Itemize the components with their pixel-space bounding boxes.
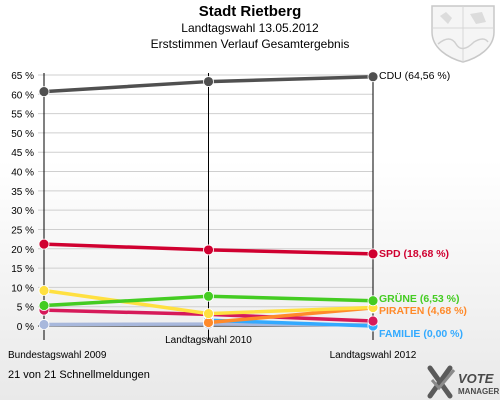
- status-text: 21 von 21 Schnellmeldungen: [8, 369, 150, 381]
- y-tick-label: 35 %: [11, 187, 34, 198]
- data-point: [38, 300, 50, 311]
- x-tick-label: Landtagswahl 2010: [165, 335, 252, 346]
- data-point: [38, 238, 50, 250]
- y-tick-label: 0 %: [17, 322, 34, 333]
- series-end-label: PIRATEN (4,68 %): [379, 305, 467, 317]
- x-tick-label: Bundestagswahl 2009: [8, 350, 107, 361]
- y-tick-label: 15 %: [11, 264, 34, 275]
- y-tick-label: 65 %: [11, 71, 34, 82]
- chart-subtitle-election: Landtagswahl 13.05.2012: [181, 21, 319, 35]
- data-point: [203, 244, 214, 256]
- logo-text-manager: MANAGER: [458, 387, 500, 396]
- vote-manager-logo: [427, 365, 456, 399]
- data-point: [203, 290, 214, 302]
- y-tick-label: 30 %: [11, 206, 34, 217]
- y-tick-label: 50 %: [11, 129, 34, 140]
- series-end-label: CDU (64,56 %): [379, 70, 450, 82]
- y-tick-label: 5 %: [17, 303, 34, 314]
- grid-layer: [38, 74, 373, 327]
- y-tick-label: 55 %: [11, 110, 34, 121]
- y-tick-label: 25 %: [11, 225, 34, 236]
- y-tick-label: 45 %: [11, 148, 34, 159]
- data-point: [38, 319, 50, 330]
- data-point: [38, 86, 50, 98]
- series-layer: [38, 71, 379, 332]
- coat-of-arms-icon: [431, 5, 495, 63]
- chart-title: Stadt Rietberg: [199, 3, 302, 20]
- series-end-label: FAMILIE (0,00 %): [379, 328, 463, 340]
- data-point: [203, 308, 214, 320]
- chart-subtitle-description: Erststimmen Verlauf Gesamtergebnis: [151, 37, 350, 51]
- y-tick-label: 60 %: [11, 90, 34, 101]
- data-point: [367, 71, 379, 83]
- y-tick-label: 20 %: [11, 245, 34, 256]
- data-point: [367, 315, 379, 327]
- series-end-label: GRÜNE (6,53 %): [379, 292, 460, 305]
- data-point: [367, 248, 379, 260]
- data-point: [367, 295, 379, 307]
- logo-text-vote: VOTE: [458, 371, 494, 386]
- series-label-layer: CDU (64,56 %) SPD (18,68 %) GRÜNE (6,53 %)…: [379, 70, 467, 340]
- y-tick-label: 10 %: [11, 283, 34, 294]
- y-tick-label: 40 %: [11, 168, 34, 179]
- series-end-label: SPD (18,68 %): [379, 248, 449, 260]
- x-tick-label: Landtagswahl 2012: [330, 350, 417, 361]
- data-point: [38, 285, 50, 296]
- data-point: [203, 76, 214, 87]
- series-line: [206, 306, 375, 325]
